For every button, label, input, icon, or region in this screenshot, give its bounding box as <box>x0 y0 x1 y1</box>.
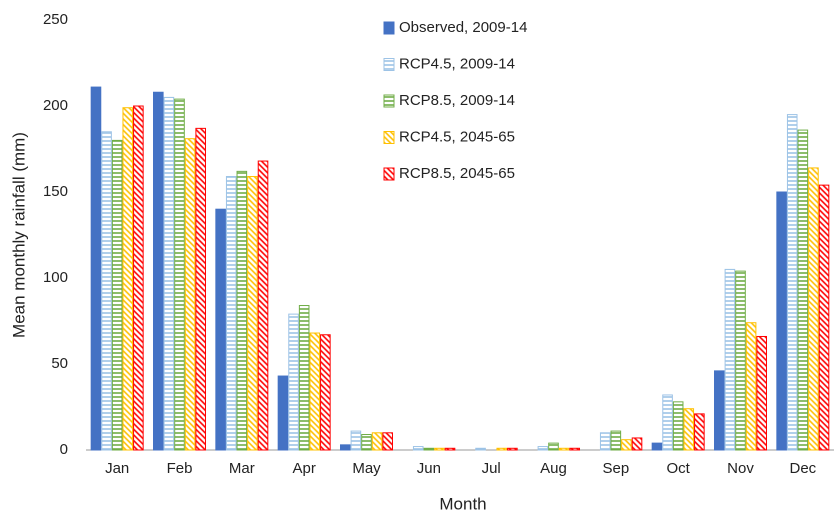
bar <box>558 447 570 451</box>
bar <box>382 432 393 451</box>
x-tick-label: Jan <box>105 460 129 477</box>
legend-swatch <box>383 21 395 35</box>
bar <box>90 86 102 451</box>
legend-label: RCP8.5, 2045-65 <box>399 165 515 182</box>
bar <box>215 208 226 451</box>
bar <box>496 447 508 451</box>
bar <box>631 437 643 451</box>
bar <box>298 305 310 451</box>
legend-label: RCP4.5, 2045-65 <box>399 128 515 145</box>
y-tick-label: 250 <box>43 11 68 28</box>
y-tick-label: 200 <box>43 97 68 114</box>
bar <box>475 447 486 451</box>
x-tick-label: Oct <box>666 460 690 477</box>
bar <box>507 447 518 451</box>
legend-swatch <box>383 167 395 181</box>
bar <box>745 322 757 451</box>
bar <box>412 446 424 451</box>
legend-swatch <box>383 94 395 108</box>
x-tick-label: Nov <box>727 460 754 477</box>
x-tick-label: Apr <box>292 460 315 477</box>
bar <box>236 170 248 451</box>
y-tick-label: 0 <box>60 441 68 458</box>
bar <box>257 160 269 451</box>
bar <box>444 447 456 451</box>
bar <box>651 442 663 451</box>
legend-label: RCP4.5, 2009-14 <box>399 55 515 72</box>
legend-swatch <box>383 58 395 71</box>
bar <box>133 105 144 451</box>
x-tick-label: Jul <box>482 460 501 477</box>
bar <box>288 313 299 451</box>
bar <box>662 394 673 451</box>
x-tick-label: May <box>352 460 381 477</box>
x-tick-label: Jun <box>417 460 441 477</box>
bar <box>818 184 830 451</box>
x-axis-title: Month <box>439 494 486 513</box>
bar <box>683 408 695 451</box>
bar <box>621 439 632 451</box>
x-tick-label: Dec <box>789 460 816 477</box>
bar <box>786 114 798 451</box>
bar <box>153 91 164 451</box>
bar <box>309 332 321 451</box>
bar <box>672 401 684 451</box>
bar <box>599 432 611 451</box>
bar <box>610 430 622 451</box>
bar <box>361 434 372 451</box>
bar <box>340 444 351 451</box>
x-tick-label: Feb <box>167 460 193 477</box>
bar <box>756 335 767 451</box>
bar <box>714 370 725 451</box>
legend-label: Observed, 2009-14 <box>399 19 527 36</box>
bar <box>174 98 185 451</box>
x-tick-label: Sep <box>602 460 629 477</box>
bar <box>569 447 580 451</box>
bar <box>371 432 383 451</box>
bar <box>184 138 196 451</box>
x-tick-label: Mar <box>229 460 255 477</box>
bar <box>195 127 206 451</box>
y-tick-label: 50 <box>51 355 68 372</box>
legend-swatch <box>383 131 395 144</box>
bar <box>548 442 559 451</box>
bar <box>797 129 809 451</box>
y-tick-label: 150 <box>43 183 68 200</box>
bar <box>423 447 435 451</box>
y-tick-label: 100 <box>43 269 68 286</box>
legend-label: RCP8.5, 2009-14 <box>399 92 515 109</box>
bar <box>122 107 134 451</box>
bar <box>101 131 112 451</box>
bar <box>277 375 289 451</box>
bar <box>111 139 123 451</box>
bar <box>808 167 819 451</box>
bar <box>735 270 746 451</box>
bar <box>247 176 258 451</box>
bar <box>724 268 736 451</box>
bar <box>694 413 705 451</box>
bar <box>163 96 175 451</box>
bar <box>350 430 362 451</box>
bar <box>320 334 331 451</box>
x-tick-label: Aug <box>540 460 567 477</box>
bar <box>776 191 787 451</box>
bar <box>537 446 549 451</box>
bar <box>225 176 237 451</box>
bar <box>434 447 445 451</box>
y-axis-title: Mean monthly rainfall (mm) <box>9 132 28 338</box>
